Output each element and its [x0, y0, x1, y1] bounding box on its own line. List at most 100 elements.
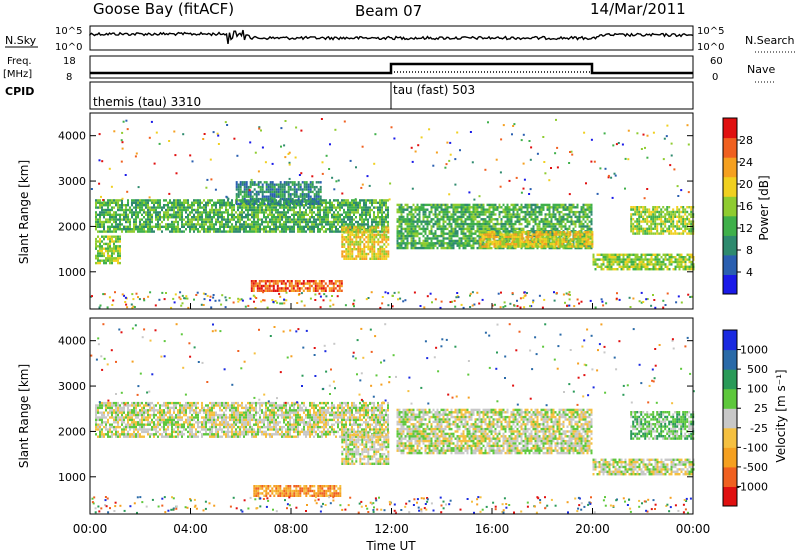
power-cell	[385, 201, 387, 204]
power-cell	[127, 201, 129, 204]
power-cell	[414, 239, 417, 243]
power-cell	[175, 211, 177, 214]
power-cell	[113, 220, 115, 224]
power-cell	[636, 256, 639, 259]
power-cell	[169, 225, 171, 228]
power-cell	[578, 246, 581, 250]
power-cell	[371, 243, 374, 246]
power-cell	[361, 248, 364, 251]
power-cell	[203, 218, 205, 221]
power-cell	[273, 195, 276, 198]
power-cell	[145, 220, 147, 224]
power-cell	[353, 204, 355, 207]
power-cell	[650, 253, 653, 256]
power-cell	[656, 232, 659, 235]
power-cell	[506, 230, 509, 233]
power-cell	[271, 220, 273, 224]
power-cell	[496, 246, 499, 250]
power-cell	[648, 268, 651, 271]
power-cell	[676, 260, 679, 264]
power-cell	[434, 203, 437, 207]
power-cell	[642, 215, 645, 218]
power-cell	[464, 237, 467, 240]
power-cell	[377, 208, 379, 212]
power-cell	[444, 220, 447, 223]
power-cell	[251, 213, 253, 216]
power-cell	[642, 206, 645, 209]
power-cell	[462, 225, 465, 228]
power-cell	[115, 230, 117, 233]
power-cell	[111, 199, 113, 202]
power-cell	[555, 238, 558, 241]
power-cell	[250, 280, 253, 283]
power-cell	[520, 227, 523, 231]
power-cell	[658, 213, 661, 216]
power-cell	[125, 211, 127, 214]
power-cell	[387, 236, 390, 239]
power-cell	[276, 287, 279, 290]
power-cell	[377, 201, 379, 204]
power-cell	[573, 231, 576, 234]
power-cell	[684, 220, 687, 223]
power-cell	[650, 227, 653, 230]
power-cell	[436, 237, 439, 240]
power-cell	[229, 213, 231, 216]
power-cell	[262, 284, 265, 288]
power-cell	[171, 204, 173, 207]
power-cell	[177, 201, 179, 204]
power-cell	[97, 245, 99, 248]
power-cell	[139, 199, 141, 202]
power-cell	[239, 190, 242, 194]
power-cell	[664, 263, 667, 266]
power-cell	[252, 284, 255, 288]
power-cell	[175, 201, 177, 204]
power-cell	[181, 218, 183, 221]
power-cell	[381, 220, 383, 224]
power-cell	[483, 243, 486, 246]
power-cell	[139, 204, 141, 207]
power-cell	[259, 206, 261, 209]
power-cell	[149, 230, 151, 233]
power-cell	[502, 230, 505, 233]
power-cell	[636, 263, 639, 266]
power-cell	[481, 245, 484, 248]
power-cell	[337, 218, 339, 221]
power-cell	[406, 222, 409, 226]
power-cell	[483, 235, 486, 239]
power-cell	[97, 254, 99, 258]
power-cell	[548, 213, 551, 216]
power-cell	[279, 216, 281, 219]
power-cell	[516, 208, 519, 211]
power-cell	[268, 289, 271, 292]
power-cell	[375, 216, 377, 219]
power-cell	[189, 223, 191, 226]
power-cell	[450, 213, 453, 216]
power-cell	[588, 208, 591, 211]
power-cell	[277, 195, 280, 198]
power-cell	[143, 216, 145, 219]
power-cell	[404, 237, 407, 240]
power-cell	[305, 230, 307, 233]
power-cell	[253, 183, 256, 186]
power-cell	[402, 210, 405, 214]
power-cell	[568, 227, 571, 231]
power-cell	[416, 206, 419, 209]
power-cell	[288, 280, 291, 283]
power-cell	[351, 255, 354, 258]
power-cell	[556, 222, 559, 226]
power-cell	[201, 228, 203, 231]
power-cell	[442, 203, 445, 207]
power-cell	[189, 204, 191, 207]
power-cell	[113, 216, 115, 219]
power-cell	[213, 230, 215, 233]
power-cell	[289, 188, 292, 191]
power-cell	[135, 213, 137, 216]
power-cell	[161, 206, 163, 209]
power-cell	[225, 206, 227, 209]
power-cell	[548, 208, 551, 211]
power-cell	[497, 240, 500, 243]
power-cell	[105, 259, 107, 262]
power-cell	[293, 195, 296, 198]
power-cell	[498, 213, 501, 216]
